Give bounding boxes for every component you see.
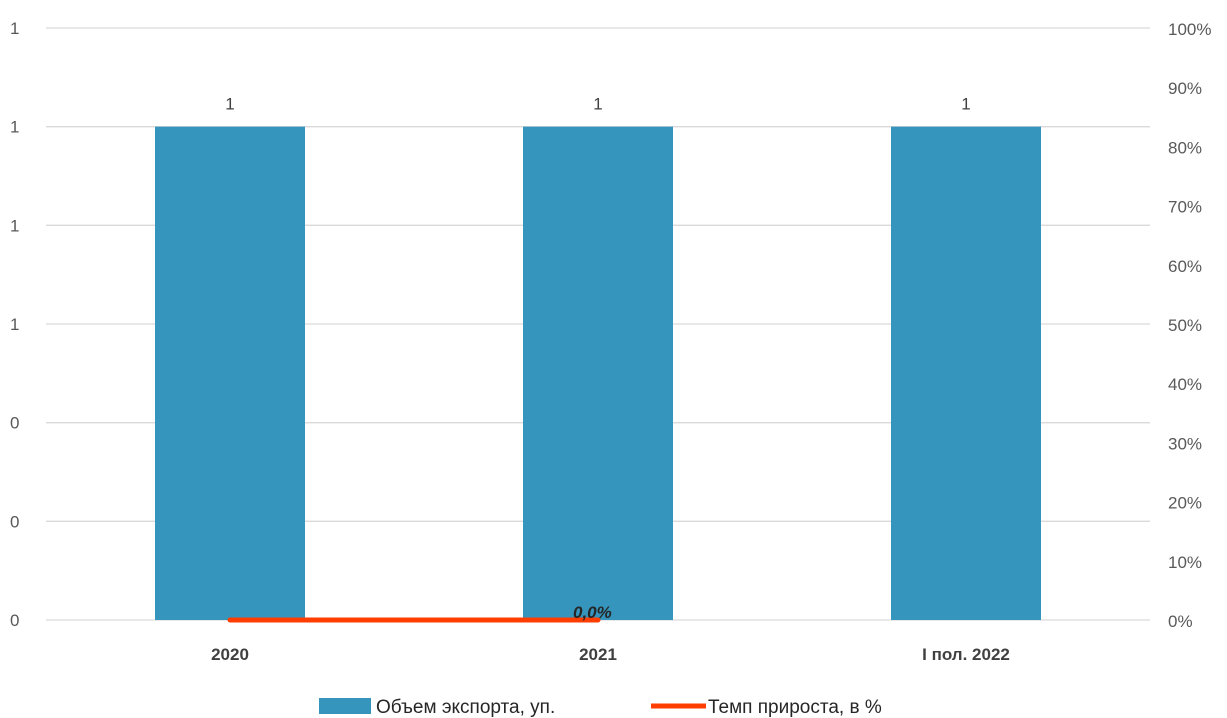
line-data-labels: 0,0% <box>573 603 612 622</box>
legend-label-bar: Объем экспорта, уп. <box>376 697 555 718</box>
right-tick-label: 50% <box>1168 316 1202 335</box>
right-tick-label: 70% <box>1168 198 1202 217</box>
legend-swatch-bar <box>319 698 371 714</box>
left-tick-label: 0 <box>10 512 19 531</box>
left-tick-label: 1 <box>10 216 19 235</box>
right-tick-label: 80% <box>1168 138 1202 157</box>
left-tick-label: 1 <box>10 118 19 137</box>
line-data-label: 0,0% <box>573 603 612 622</box>
bar <box>155 126 305 621</box>
category-axis-labels: 2020 2021 I пол. 2022 <box>211 645 1010 664</box>
bar-data-labels: 1 1 1 <box>225 95 970 114</box>
right-tick-label: 90% <box>1168 79 1202 98</box>
right-tick-label: 20% <box>1168 494 1202 513</box>
bar-data-label: 1 <box>593 95 602 114</box>
right-axis-ticks: 0% 10% 20% 30% 40% 50% 60% 70% 80% 90% 100% <box>1168 20 1211 631</box>
bar-data-label: 1 <box>961 95 970 114</box>
left-tick-label: 1 <box>10 19 19 38</box>
legend-label-line: Темп прироста, в % <box>708 697 882 718</box>
left-tick-label: 0 <box>10 611 19 630</box>
right-tick-label: 30% <box>1168 434 1202 453</box>
bar-data-label: 1 <box>225 95 234 114</box>
category-label: 2020 <box>211 645 249 664</box>
category-label: 2021 <box>579 645 617 664</box>
right-tick-label: 40% <box>1168 375 1202 394</box>
right-tick-label: 100% <box>1168 20 1211 39</box>
bar <box>523 126 673 621</box>
left-tick-label: 0 <box>10 414 19 433</box>
category-label: I пол. 2022 <box>922 645 1010 664</box>
right-tick-label: 60% <box>1168 257 1202 276</box>
right-tick-label: 10% <box>1168 553 1202 572</box>
right-tick-label: 0% <box>1168 612 1193 631</box>
bar-series <box>155 126 1041 621</box>
left-tick-label: 1 <box>10 315 19 334</box>
left-axis-ticks: 0 0 0 1 1 1 1 <box>10 19 19 630</box>
legend: Объем экспорта, уп. Темп прироста, в % <box>319 697 882 718</box>
bar <box>891 126 1041 621</box>
